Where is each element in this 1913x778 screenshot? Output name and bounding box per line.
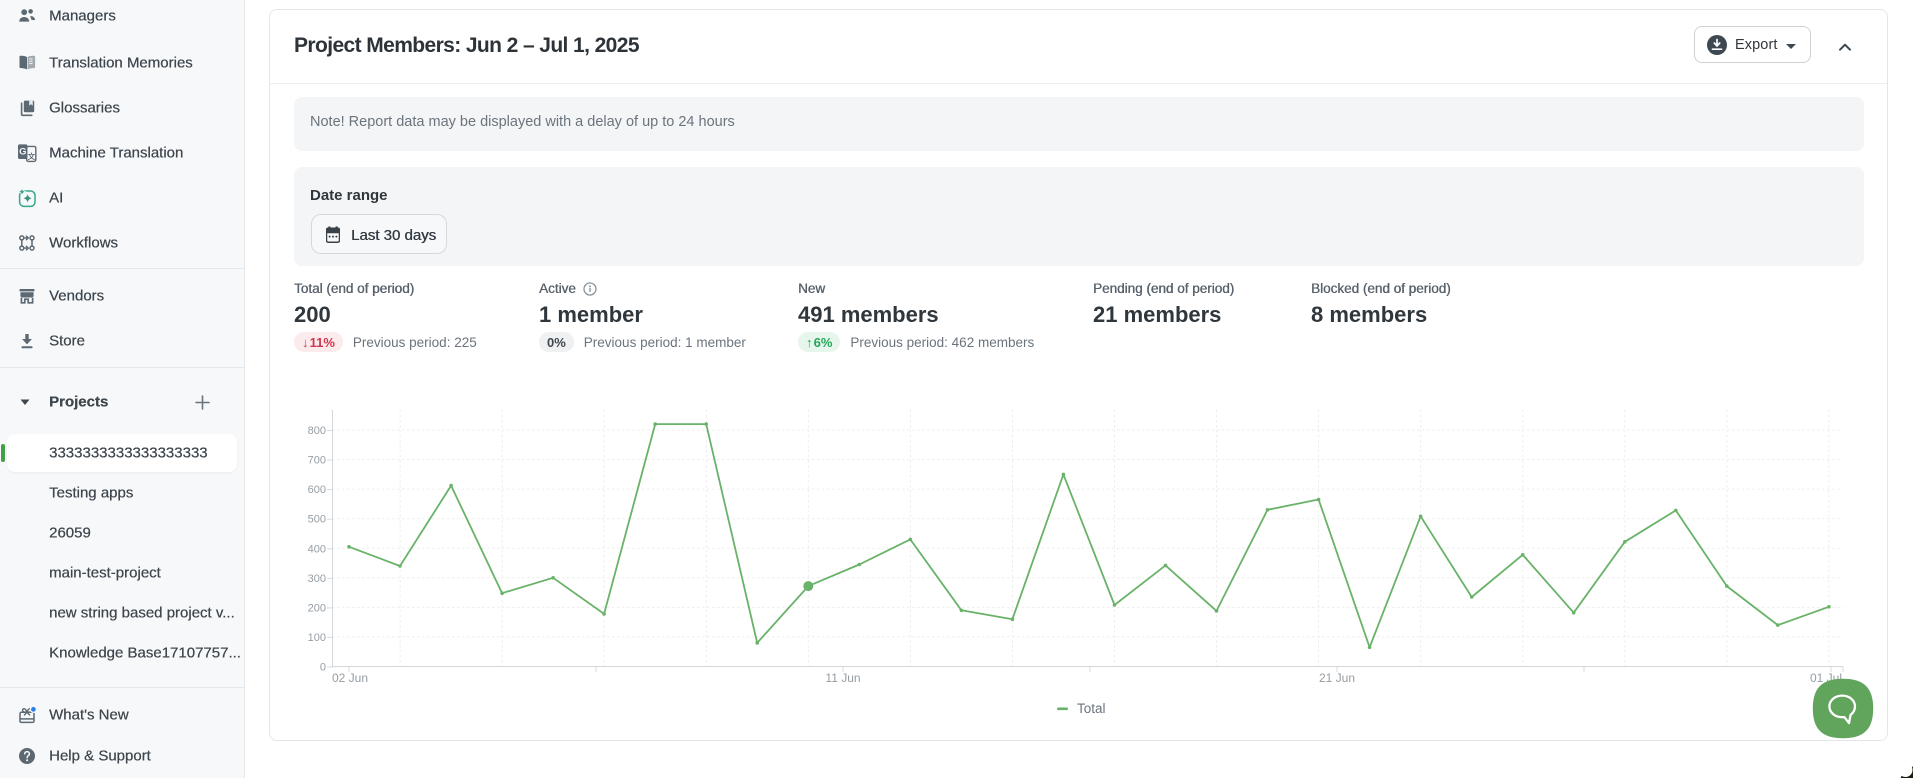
svg-text:21 Jun: 21 Jun (1319, 671, 1355, 685)
svg-text:02 Jun: 02 Jun (332, 671, 368, 685)
svg-text:文: 文 (28, 151, 36, 161)
svg-text:400: 400 (308, 543, 326, 555)
svg-text:G: G (19, 147, 26, 158)
svg-text:700: 700 (308, 455, 326, 467)
svg-text:Total: Total (1077, 701, 1106, 716)
svg-text:100: 100 (308, 632, 326, 644)
svg-text:800: 800 (308, 425, 326, 437)
svg-text:600: 600 (308, 484, 326, 496)
svg-text:11 Jun: 11 Jun (825, 671, 860, 685)
svg-text:200: 200 (308, 602, 326, 614)
svg-text:300: 300 (308, 573, 326, 585)
svg-text:0: 0 (320, 662, 326, 674)
svg-text:500: 500 (308, 514, 326, 526)
